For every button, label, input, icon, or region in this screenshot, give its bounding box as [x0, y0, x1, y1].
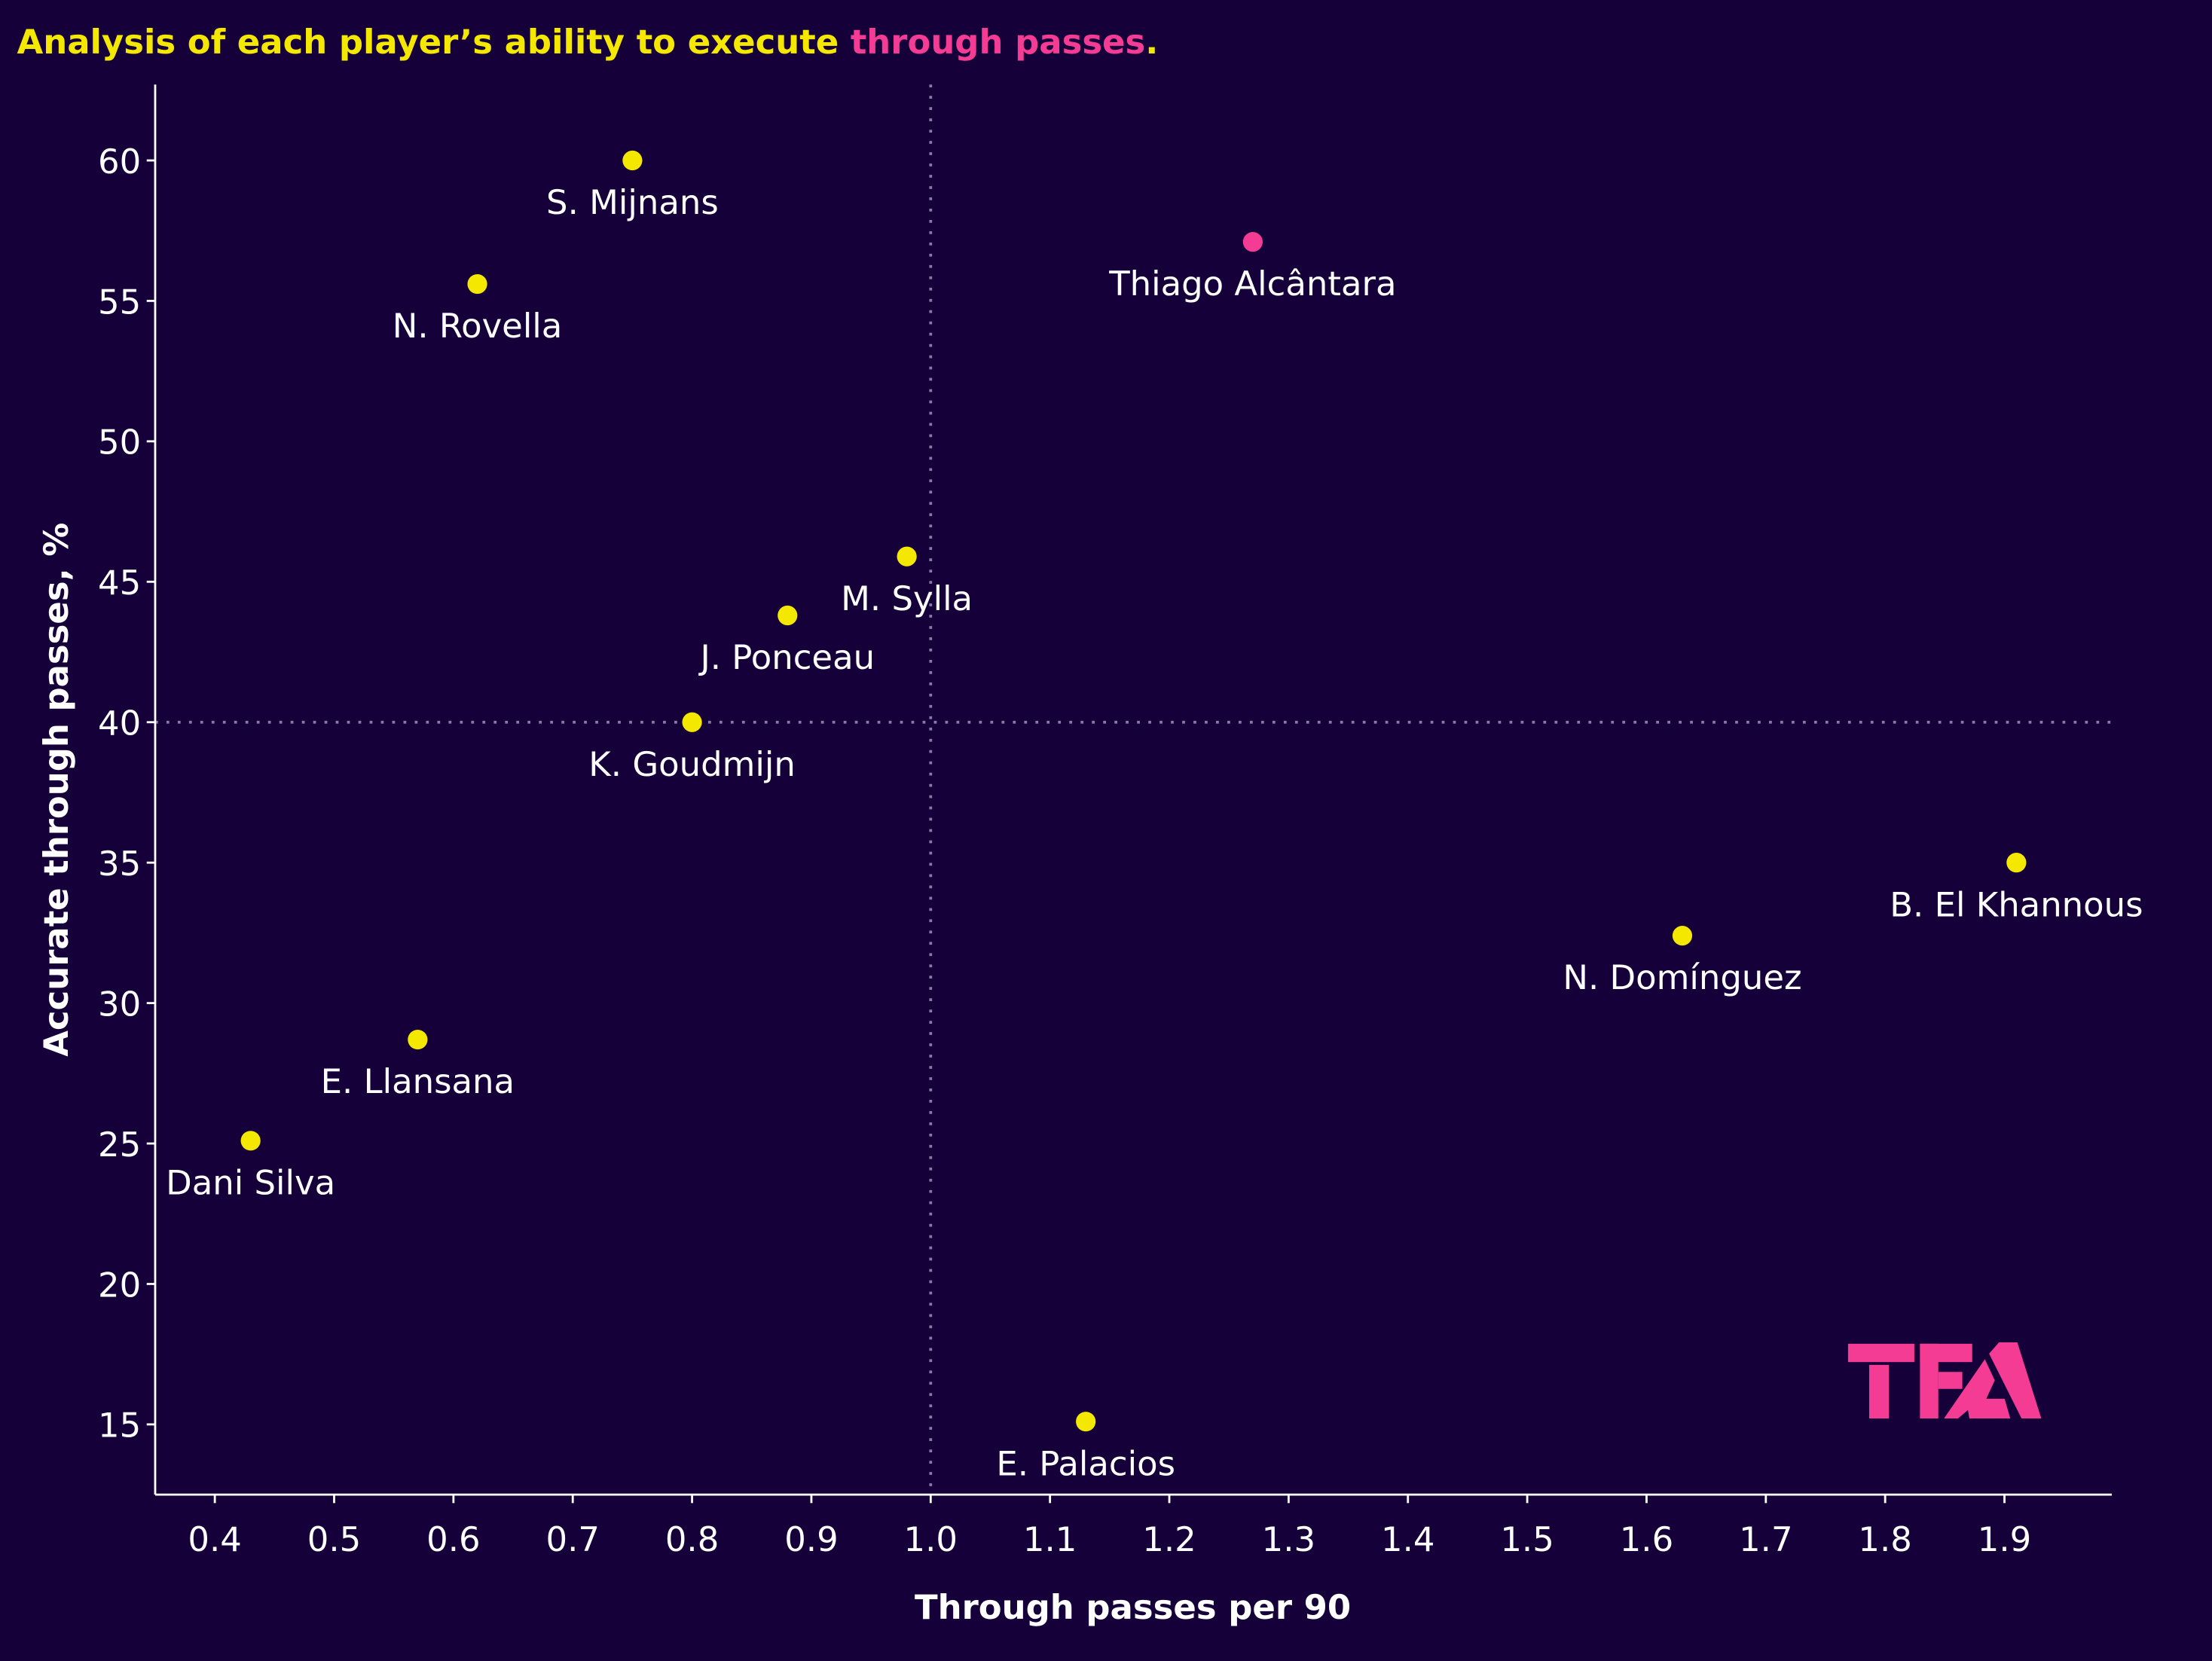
y-tick-label: 50 — [98, 423, 141, 463]
x-tick-label: 0.8 — [665, 1519, 719, 1559]
x-tick-label: 1.8 — [1858, 1519, 1911, 1559]
data-point — [1076, 1412, 1096, 1432]
data-point — [1242, 232, 1263, 252]
data-point — [408, 1029, 428, 1050]
data-point — [682, 712, 702, 732]
title-highlight: through passes — [851, 22, 1145, 62]
x-tick-label: 1.3 — [1262, 1519, 1315, 1559]
data-point — [622, 150, 643, 171]
data-point — [240, 1131, 261, 1151]
point-label: S. Mijnans — [546, 182, 719, 222]
point-label: M. Sylla — [841, 579, 973, 618]
point-label: K. Goudmijn — [588, 744, 796, 784]
data-point — [467, 273, 487, 295]
point-label: Dani Silva — [166, 1162, 335, 1202]
data-point — [1672, 926, 1693, 946]
y-tick-label: 40 — [98, 704, 141, 743]
y-tick-label: 20 — [98, 1265, 141, 1305]
x-tick-label: 0.5 — [307, 1519, 361, 1559]
x-tick-label: 1.5 — [1500, 1519, 1554, 1559]
x-tick-label: 0.4 — [188, 1519, 241, 1559]
x-axis-label: Through passes per 90 — [915, 1587, 1351, 1627]
y-tick-label: 60 — [98, 142, 141, 182]
x-tick-label: 1.7 — [1739, 1519, 1792, 1559]
point-label: E. Palacios — [996, 1443, 1175, 1483]
x-tick-label: 0.7 — [545, 1519, 599, 1559]
y-axis-label: Accurate through passes, % — [36, 523, 76, 1057]
x-tick-label: 1.9 — [1978, 1519, 2031, 1559]
x-tick-label: 0.6 — [426, 1519, 480, 1559]
x-tick-label: 1.0 — [904, 1519, 958, 1559]
y-tick-label: 55 — [98, 282, 141, 322]
title-period: . — [1145, 22, 1158, 62]
x-tick-label: 0.9 — [784, 1519, 838, 1559]
data-point — [897, 546, 917, 566]
chart-title: Analysis of each player’s ability to exe… — [17, 22, 1158, 62]
title-part-1: Analysis of each player’s ability to exe… — [17, 22, 850, 62]
point-label: N. Rovella — [393, 306, 563, 346]
point-label: Thiago Alcântara — [1108, 264, 1396, 304]
point-label: J. Ponceau — [698, 637, 875, 677]
y-tick-label: 35 — [98, 844, 141, 884]
y-tick-label: 30 — [98, 984, 141, 1024]
point-label: E. Llansana — [321, 1061, 515, 1101]
data-point — [778, 605, 798, 626]
y-tick-label: 25 — [98, 1125, 141, 1165]
x-tick-label: 1.2 — [1142, 1519, 1196, 1559]
data-point — [2006, 853, 2027, 873]
point-label: N. Domínguez — [1563, 957, 1801, 997]
y-tick-label: 45 — [98, 563, 141, 603]
x-tick-label: 1.4 — [1381, 1519, 1434, 1559]
y-tick-label: 15 — [98, 1406, 141, 1446]
point-label: B. El Khannous — [1890, 884, 2143, 924]
x-tick-label: 1.6 — [1620, 1519, 1673, 1559]
x-tick-label: 1.1 — [1023, 1519, 1077, 1559]
tfa-logo — [1847, 1342, 2042, 1419]
